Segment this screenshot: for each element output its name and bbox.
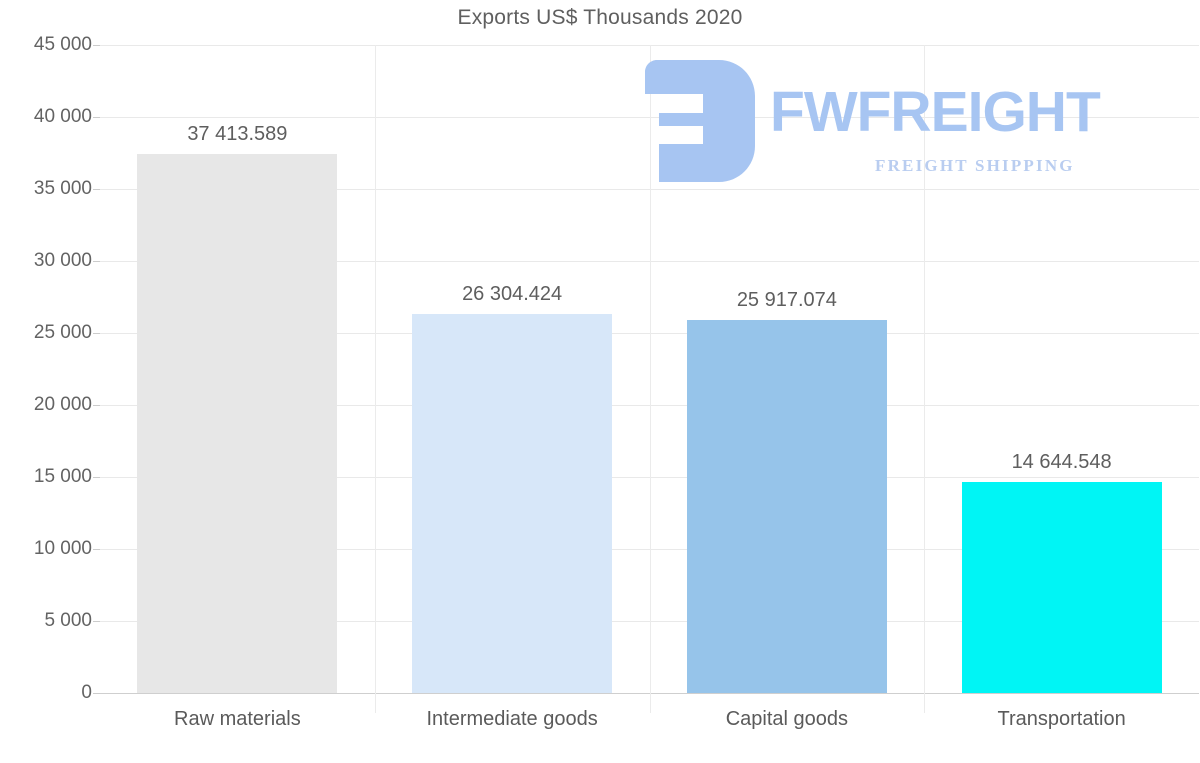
y-axis: 0 5 000 10 000 15 000 20 000 25 000 30 000 35 0… <box>0 34 92 703</box>
gridline-horizontal <box>100 549 1199 550</box>
gridline-horizontal <box>100 261 1199 262</box>
y-axis-tick <box>93 405 100 406</box>
y-axis-label: 5 000 <box>44 610 92 631</box>
gridline-horizontal <box>100 477 1199 478</box>
bar-value-label: 14 644.548 <box>1011 451 1112 474</box>
y-axis-label: 0 <box>81 682 92 703</box>
y-axis-label: 25 000 <box>33 322 92 343</box>
y-axis-tick <box>93 549 100 550</box>
y-axis-label: 15 000 <box>33 466 92 487</box>
gridline-horizontal <box>100 621 1199 622</box>
bar[interactable] <box>137 154 338 693</box>
y-axis-label: 20 000 <box>33 394 92 415</box>
gridline-horizontal <box>100 333 1199 334</box>
gridline-horizontal <box>100 45 1199 46</box>
chart-title: Exports US$ Thousands 2020 <box>457 6 743 29</box>
bar[interactable] <box>961 482 1162 693</box>
bar-value-label: 37 413.589 <box>187 123 288 146</box>
bar-value-label: 26 304.424 <box>462 283 563 306</box>
x-axis-label: Transportation <box>997 708 1126 730</box>
y-axis-tick <box>93 693 100 694</box>
y-axis-label: 45 000 <box>33 34 92 55</box>
x-axis-label: Capital goods <box>725 708 849 730</box>
y-axis-tick <box>93 333 100 334</box>
bar-value-label: 25 917.074 <box>736 288 837 311</box>
y-axis-tick <box>93 189 100 190</box>
bar[interactable] <box>412 314 613 693</box>
bar[interactable] <box>686 319 887 693</box>
y-axis-tick <box>93 117 100 118</box>
y-axis-tick <box>93 621 100 622</box>
gridline-horizontal <box>100 405 1199 406</box>
y-axis-tick <box>93 261 100 262</box>
y-axis-label: 35 000 <box>33 178 92 199</box>
x-axis-label: Intermediate goods <box>426 708 598 730</box>
y-axis-tick <box>93 45 100 46</box>
gridline-vertical <box>375 45 376 713</box>
gridline-horizontal <box>100 693 1199 694</box>
gridline-vertical <box>650 45 651 713</box>
y-axis-tick <box>93 477 100 478</box>
y-axis-label: 40 000 <box>33 106 92 127</box>
gridline-vertical <box>924 45 925 713</box>
y-axis-label: 30 000 <box>33 250 92 271</box>
x-axis-label: Raw materials <box>174 708 301 730</box>
plot-area: 37 413.589 26 304.424 25 917.074 14 644.548 <box>93 45 1199 713</box>
x-axis: Raw materials Intermediate goods Capital g… <box>100 694 1199 754</box>
y-axis-label: 10 000 <box>33 538 92 559</box>
gridline-horizontal <box>100 189 1199 190</box>
